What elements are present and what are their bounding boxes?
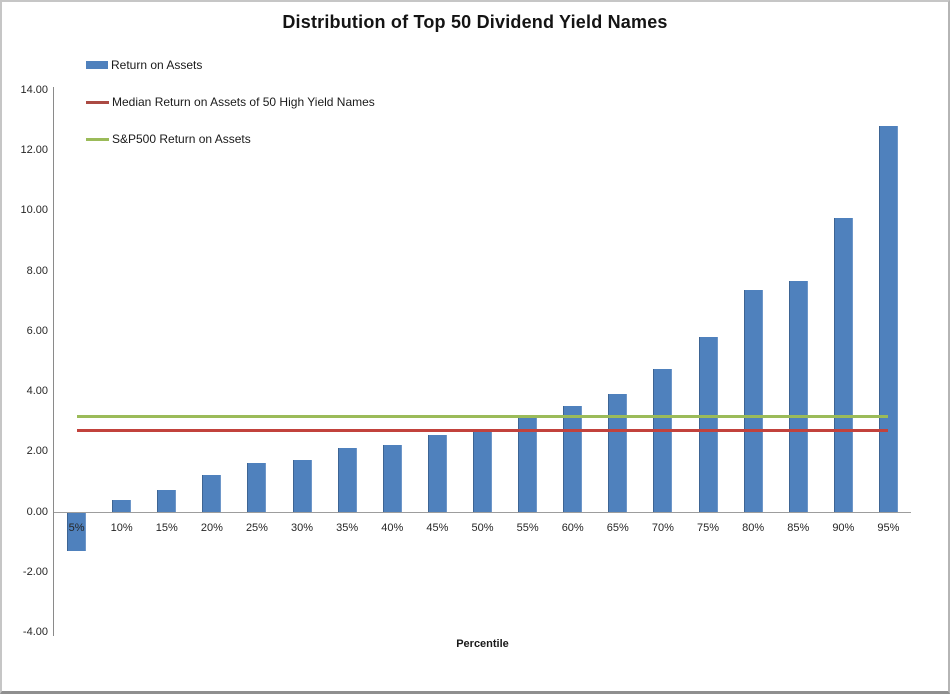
bar-35pct [337, 448, 357, 512]
sp500-line [76, 415, 889, 419]
bar-85pct [788, 281, 808, 512]
bar-55pct [518, 415, 538, 512]
x-tick-label: 30% [291, 521, 314, 534]
y-tick-label: 12.00 [20, 144, 48, 157]
bar-5pct [67, 511, 87, 551]
bar-20pct [202, 475, 222, 512]
x-tick-label: 35% [336, 521, 359, 534]
bar-25pct [247, 463, 267, 512]
bar-30pct [292, 460, 312, 512]
legend-item-sp500-return: S&P500 Return on Assets [86, 132, 375, 146]
bar-10pct [112, 499, 132, 512]
y-tick-label: -2.00 [22, 565, 48, 578]
x-axis-line [54, 511, 911, 513]
x-tick-label: 80% [742, 521, 765, 534]
y-tick-label: 14.00 [20, 84, 48, 96]
y-tick-label: 4.00 [26, 385, 48, 398]
legend-label: Median Return on Assets of 50 High Yield… [112, 95, 375, 109]
bar-40pct [382, 445, 402, 512]
legend-label: Return on Assets [111, 58, 203, 72]
line-swatch-icon [86, 137, 109, 141]
bar-70pct [653, 368, 673, 512]
x-tick-label: 60% [561, 521, 584, 534]
y-tick-label: 0.00 [26, 505, 48, 518]
bar-50pct [473, 430, 492, 512]
x-tick-label: 85% [787, 521, 810, 534]
y-tick-label: 10.00 [20, 204, 48, 217]
bar-60pct [563, 406, 583, 512]
y-tick-label: 2.00 [26, 445, 48, 458]
x-tick-label: 65% [606, 521, 629, 534]
x-tick-label: 20% [200, 521, 223, 534]
legend-item-median-return: Median Return on Assets of 50 High Yield… [86, 95, 375, 109]
plot-area: Percentile 5% 10% 15% 20% 25% 30% 35% 40% 45% 50%… [20, 84, 911, 650]
x-tick-label: 25% [245, 521, 268, 534]
bar-swatch-icon [86, 61, 108, 69]
x-tick-label: 75% [697, 521, 720, 534]
y-tick-label: -4.00 [22, 626, 48, 638]
chart-title: Distribution of Top 50 Dividend Yield Na… [282, 12, 668, 32]
y-tick-label: 6.00 [26, 324, 48, 337]
x-tick-label: 10% [110, 521, 133, 534]
legend-label: S&P500 Return on Assets [112, 132, 251, 146]
x-tick-label: 5% [68, 521, 85, 534]
bar-95pct [878, 126, 898, 512]
bar-65pct [608, 394, 628, 512]
x-tick-label: 15% [155, 521, 178, 534]
bar-75pct [698, 336, 718, 512]
x-tick-label: 45% [426, 521, 449, 534]
x-tick-label: 55% [516, 521, 539, 534]
line-swatch-icon [86, 100, 109, 104]
x-tick-label: 50% [471, 521, 494, 534]
y-tick-label: 8.00 [26, 264, 48, 277]
legend: Return on Assets Median Return on Assets… [86, 58, 375, 169]
bar-45pct [427, 434, 447, 512]
x-tick-label: 95% [877, 521, 900, 534]
x-axis-title: Percentile [456, 638, 509, 650]
x-tick-label: 40% [381, 521, 404, 534]
bar-90pct [833, 217, 853, 512]
y-axis-line [53, 87, 54, 636]
legend-item-return-on-assets: Return on Assets [86, 58, 375, 72]
bar-15pct [157, 490, 177, 512]
x-tick-label: 90% [832, 521, 855, 534]
x-tick-label: 70% [651, 521, 674, 534]
bar-80pct [743, 290, 763, 512]
median-line [76, 428, 889, 432]
